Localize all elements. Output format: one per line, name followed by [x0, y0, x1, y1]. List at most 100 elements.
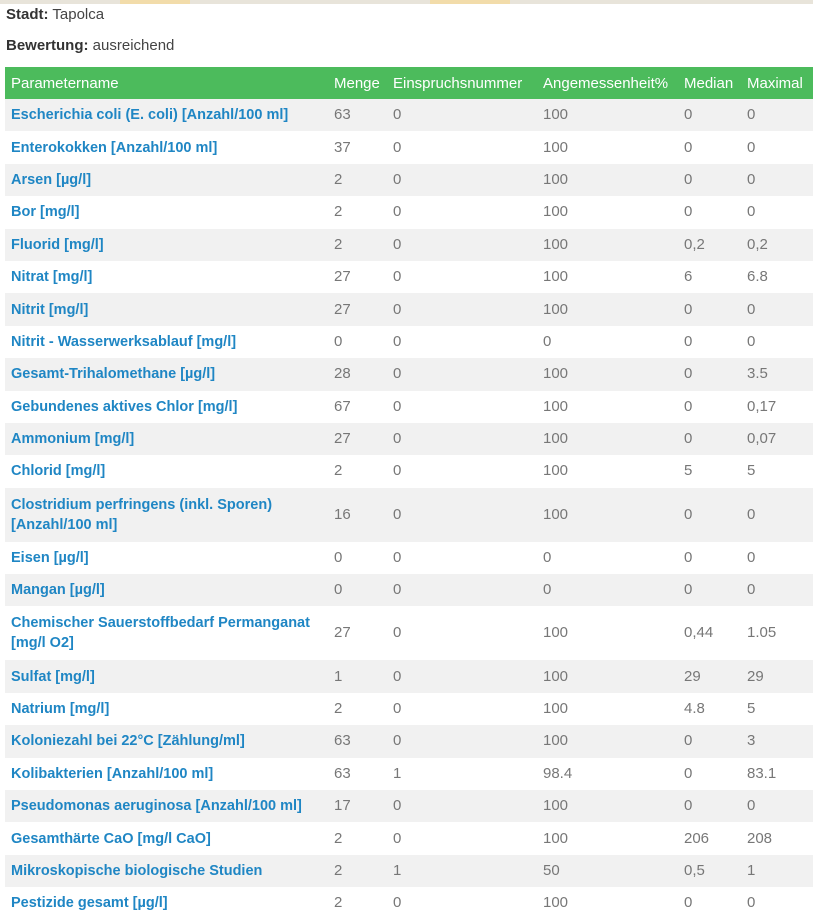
city-value: Tapolca — [52, 6, 105, 23]
angemessenheit-cell: 100 — [543, 203, 569, 221]
parameter-name-link[interactable]: Gesamthärte CaO [mg/l CaO] — [11, 830, 211, 847]
median-cell: 0 — [684, 764, 693, 782]
table-row: Enterokokken [Anzahl/100 ml] 37 0 100 0 0 — [5, 131, 813, 164]
angemessenheit-cell: 100 — [543, 700, 569, 718]
parameter-name-link[interactable]: Koloniezahl bei 22°C [Zählung/ml] — [11, 733, 245, 750]
einspruchsnummer-cell: 0 — [393, 332, 402, 350]
maximal-cell: 6.8 — [747, 268, 768, 286]
parameter-name-link[interactable]: Escherichia coli (E. coli) [Anzahl/100 m… — [11, 107, 289, 124]
einspruchsnummer-cell: 0 — [393, 829, 402, 847]
parameter-name-link[interactable]: Gebundenes aktives Chlor [mg/l] — [11, 398, 238, 415]
table-row: Pseudomonas aeruginosa [Anzahl/100 ml] 17… — [5, 790, 813, 823]
table-row: Ammonium [mg/l] 27 0 100 0 0,07 — [5, 422, 813, 456]
maximal-cell: 208 — [747, 829, 773, 847]
angemessenheit-cell: 100 — [543, 505, 569, 523]
table-row: Nitrat [mg/l] 27 0 100 6 6.8 — [5, 260, 813, 294]
angemessenheit-cell: 100 — [543, 732, 569, 750]
einspruchsnummer-cell: 0 — [393, 268, 402, 286]
column-header-maximal: Maximal — [747, 74, 803, 92]
median-cell: 0 — [684, 138, 693, 156]
column-header-einspruchsnummer: Einspruchsnummer — [393, 74, 523, 92]
parameter-name-link[interactable]: Sulfat [mg/l] — [11, 668, 95, 685]
menge-cell: 63 — [334, 106, 351, 124]
einspruchsnummer-cell: 0 — [393, 430, 402, 448]
rating-label: Bewertung: — [6, 37, 89, 54]
menge-cell: 27 — [334, 430, 351, 448]
maximal-cell: 0 — [747, 332, 756, 350]
menge-cell: 27 — [334, 624, 351, 642]
menge-cell: 2 — [334, 894, 343, 912]
angemessenheit-cell: 0 — [543, 548, 552, 566]
menge-cell: 16 — [334, 505, 351, 523]
median-cell: 0,2 — [684, 235, 705, 253]
parameter-name-link[interactable]: Mangan [µg/l] — [11, 582, 105, 599]
median-cell: 0 — [684, 797, 693, 815]
einspruchsnummer-cell: 0 — [393, 235, 402, 253]
parameter-name-link[interactable]: Ammonium [mg/l] — [11, 431, 135, 448]
menge-cell: 0 — [334, 581, 343, 599]
map-fragment — [0, 0, 813, 4]
menge-cell: 63 — [334, 764, 351, 782]
table-row: Gesamt-Trihalomethane [µg/l] 28 0 100 0 3.5 — [5, 358, 813, 391]
maximal-cell: 1 — [747, 862, 756, 879]
parameter-name-link[interactable]: Chlorid [mg/l] — [11, 463, 106, 480]
maximal-cell: 0,2 — [747, 235, 768, 253]
maximal-cell: 0 — [747, 548, 756, 566]
parameter-name-link[interactable]: Nitrat [mg/l] — [11, 269, 93, 286]
menge-cell: 63 — [334, 732, 351, 750]
parameter-name-link[interactable]: Chemischer Sauerstoffbedarf Permanganat … — [11, 615, 310, 652]
angemessenheit-cell: 98.4 — [543, 764, 573, 782]
angemessenheit-cell: 100 — [543, 894, 569, 912]
maximal-cell: 0 — [747, 138, 756, 156]
maximal-cell: 0,07 — [747, 430, 777, 448]
median-cell: 4.8 — [684, 700, 705, 718]
maximal-cell: 0 — [747, 300, 756, 318]
parameter-name-link[interactable]: Arsen [µg/l] — [11, 171, 92, 188]
angemessenheit-cell: 100 — [543, 106, 569, 124]
median-cell: 5 — [684, 462, 693, 480]
menge-cell: 27 — [334, 300, 351, 318]
angemessenheit-cell: 100 — [543, 829, 569, 847]
parameter-name-link[interactable]: Kolibakterien [Anzahl/100 ml] — [11, 765, 214, 782]
parameter-name-link[interactable]: Mikroskopische biologische Studien — [11, 863, 263, 879]
parameter-name-link[interactable]: Clostridium perfringens (inkl. Sporen) [… — [11, 496, 273, 533]
parameter-name-link[interactable]: Eisen [µg/l] — [11, 549, 89, 566]
parameter-name-link[interactable]: Natrium [mg/l] — [11, 701, 110, 718]
parameter-name-link[interactable]: Nitrit [mg/l] — [11, 301, 89, 318]
parameter-name-link[interactable]: Gesamt-Trihalomethane [µg/l] — [11, 366, 216, 383]
column-header-parametername: Parametername — [11, 74, 119, 92]
einspruchsnummer-cell: 0 — [393, 106, 402, 124]
column-header-median: Median — [684, 74, 734, 92]
median-cell: 0,44 — [684, 624, 714, 642]
einspruchsnummer-cell: 0 — [393, 581, 402, 599]
angemessenheit-cell: 0 — [543, 332, 552, 350]
rating-value: ausreichend — [92, 37, 175, 54]
maximal-cell: 0 — [747, 170, 756, 188]
parameter-name-link[interactable]: Nitrit - Wasserwerksablauf [mg/l] — [11, 333, 237, 350]
einspruchsnummer-cell: 0 — [393, 797, 402, 815]
parameter-name-link[interactable]: Pseudomonas aeruginosa [Anzahl/100 ml] — [11, 798, 302, 815]
angemessenheit-cell: 50 — [543, 862, 560, 879]
median-cell: 0 — [684, 581, 693, 599]
parameter-name-link[interactable]: Bor [mg/l] — [11, 204, 80, 221]
city-info: Stadt: Tapolca — [6, 6, 104, 23]
angemessenheit-cell: 0 — [543, 581, 552, 599]
einspruchsnummer-cell: 0 — [393, 548, 402, 566]
einspruchsnummer-cell: 0 — [393, 624, 402, 642]
parameter-name-link[interactable]: Pestizide gesamt [µg/l] — [11, 895, 168, 912]
maximal-cell: 83.1 — [747, 764, 777, 782]
maximal-cell: 0,17 — [747, 397, 777, 415]
einspruchsnummer-cell: 0 — [393, 365, 402, 383]
angemessenheit-cell: 100 — [543, 365, 569, 383]
parameter-name-link[interactable]: Fluorid [mg/l] — [11, 236, 104, 253]
median-cell: 0 — [684, 430, 693, 448]
menge-cell: 67 — [334, 397, 351, 415]
parameter-name-link[interactable]: Enterokokken [Anzahl/100 ml] — [11, 139, 218, 156]
maximal-cell: 1.05 — [747, 624, 777, 642]
city-label: Stadt: — [6, 6, 49, 23]
maximal-cell: 0 — [747, 581, 756, 599]
table-row: Mikroskopische biologische Studien 2 1 50 0,… — [5, 854, 813, 888]
table-row: Gebundenes aktives Chlor [mg/l] 67 0 100 0 0,… — [5, 390, 813, 423]
median-cell: 0 — [684, 397, 693, 415]
median-cell: 0 — [684, 106, 693, 124]
